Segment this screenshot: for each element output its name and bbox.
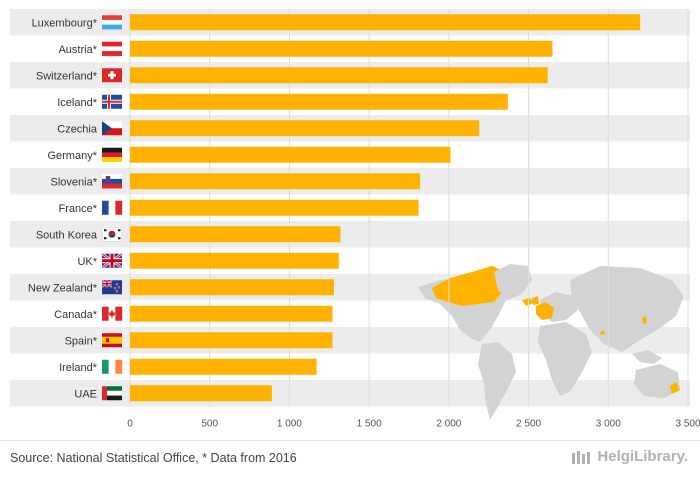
map-canada — [432, 266, 506, 306]
bar-czechia — [130, 120, 480, 137]
logo-text: HelgiLibrary. — [597, 448, 688, 465]
bar-luxembourg — [130, 14, 641, 31]
germany-flag-icon — [102, 147, 122, 162]
category-label: Iceland* — [57, 97, 97, 109]
category-label: Slovenia* — [51, 176, 98, 188]
bar-austria — [130, 40, 553, 57]
bar-chart: Luxembourg* Austria* Switzerland* Iceland* C… — [10, 9, 700, 430]
iceland-flag-icon — [102, 94, 122, 109]
bar-france — [130, 199, 419, 216]
category-label: Austria* — [58, 44, 97, 56]
map-south-america — [478, 342, 516, 420]
x-tick-label: 2 500 — [516, 419, 541, 430]
map-new-zealand — [670, 382, 680, 394]
helgi-library-logo: HelgiLibrary. — [571, 448, 688, 465]
category-label: Czechia — [57, 123, 98, 135]
category-label: Switzerland* — [36, 70, 98, 82]
bars — [130, 14, 641, 402]
bar-slovenia — [130, 173, 421, 190]
x-tick-label: 3 500 — [675, 419, 700, 430]
bar-new-zealand — [130, 279, 335, 296]
uk-flag-icon — [101, 252, 123, 269]
south-korea-flag-icon — [101, 227, 123, 242]
new-zealand-flag-icon — [101, 279, 122, 295]
category-label: UAE — [74, 388, 97, 400]
row-band — [10, 221, 690, 248]
flags — [101, 15, 123, 401]
france-flag-icon — [102, 200, 123, 215]
x-tick-label: 1 000 — [277, 419, 302, 430]
austria-flag-icon — [102, 41, 122, 56]
bar-uae — [130, 385, 272, 402]
ireland-flag-icon — [102, 359, 123, 374]
row-labels: Luxembourg* Austria* Switzerland* Iceland* C… — [28, 17, 98, 400]
map-africa — [538, 322, 592, 396]
world-map — [418, 264, 684, 420]
map-uk — [532, 296, 539, 305]
czechia-flag-icon — [102, 121, 122, 136]
bar-spain — [130, 332, 333, 349]
slovenia-flag-icon — [102, 174, 122, 189]
bar-ireland — [130, 358, 317, 375]
bar-germany — [130, 146, 451, 163]
bar-switzerland — [130, 67, 548, 84]
x-tick-label: 500 — [201, 419, 218, 430]
switzerland-flag-icon — [102, 68, 122, 83]
bar-canada — [130, 305, 333, 322]
map-greenland — [494, 264, 532, 300]
map-europe-highlight — [536, 302, 554, 320]
spain-flag-icon — [102, 333, 122, 348]
category-label: Luxembourg* — [32, 17, 98, 29]
bar-iceland — [130, 93, 508, 110]
footer-divider — [0, 440, 700, 441]
row-band — [10, 380, 690, 407]
bar-south-korea — [130, 226, 341, 243]
library-icon — [572, 450, 591, 464]
x-axis-tick-labels: 0 500 1 000 1 500 2 000 2 500 3 000 3 500 — [127, 419, 700, 430]
category-label: South Korea — [36, 229, 98, 241]
bar-uk — [130, 252, 339, 269]
category-label: France* — [58, 203, 97, 215]
map-asia — [570, 266, 684, 352]
uae-flag-icon — [102, 386, 123, 401]
x-tick-label: 1 500 — [357, 419, 382, 430]
source-note: Source: National Statistical Office, * D… — [10, 451, 297, 465]
category-label: New Zealand* — [28, 282, 98, 294]
category-label: Germany* — [47, 150, 97, 162]
category-label: UK* — [77, 256, 97, 268]
map-iceland — [522, 298, 534, 306]
map-south-korea — [642, 316, 647, 324]
category-label: Spain* — [65, 335, 98, 347]
x-tick-label: 2 000 — [436, 419, 461, 430]
x-tick-label: 0 — [127, 419, 133, 430]
luxembourg-flag-icon — [102, 15, 122, 30]
x-tick-label: 3 000 — [596, 419, 621, 430]
canada-flag-icon — [102, 306, 123, 321]
map-uae — [600, 330, 605, 335]
category-label: Canada* — [54, 309, 98, 321]
category-label: Ireland* — [59, 362, 98, 374]
map-se-asia — [632, 350, 662, 364]
map-australia — [634, 364, 680, 398]
